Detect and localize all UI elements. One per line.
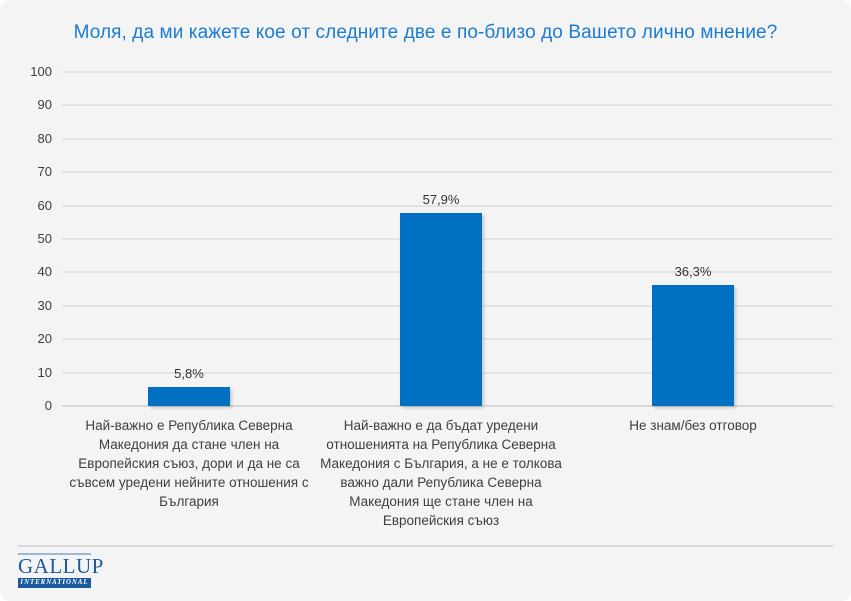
category-label: Най-важно е да бъдат уредени отношенията… [320,418,562,528]
logo-wordmark: GALLUP [18,554,104,578]
gridline [62,71,833,73]
bar [400,212,482,406]
y-tick-label: 20 [37,331,52,347]
y-tick-label: 60 [37,197,52,213]
gridline [62,104,833,107]
category-axis: Най-важно е Република Северна Македония … [62,416,833,536]
value-label: 5,8% [174,365,204,381]
y-tick-label: 90 [37,97,52,113]
y-tick-label: 50 [37,231,52,246]
bar [652,284,734,406]
category-label: Най-важно е Република Северна Македония … [69,418,309,509]
gridline [62,171,833,174]
y-tick-label: 0 [44,398,52,413]
footer-divider [18,545,833,547]
gridline [62,137,833,140]
bar [148,386,230,406]
logo-top-rule [18,553,91,555]
value-label: 36,3% [674,263,712,279]
y-tick-label: 10 [37,364,52,380]
gridline [62,405,833,407]
chart-title: Моля, да ми кажете кое от следните две е… [73,22,778,43]
y-tick-label: 100 [30,64,52,79]
plot-area: 100 90 80 70 60 50 40 30 20 10 0 5,8% 57,9% 36,3% [30,64,833,413]
y-tick-label: 80 [37,130,52,146]
gallup-international-logo: GALLUP INTERNATIONAL [18,553,104,588]
value-label: 57,9% [422,191,460,207]
logo-subtitle: INTERNATIONAL [18,578,91,588]
y-tick-label: 70 [37,164,52,180]
category-label: Не знам/без отговор [629,418,757,433]
gridline [62,204,833,207]
y-tick-label: 40 [37,264,52,280]
y-tick-label: 30 [37,297,52,313]
